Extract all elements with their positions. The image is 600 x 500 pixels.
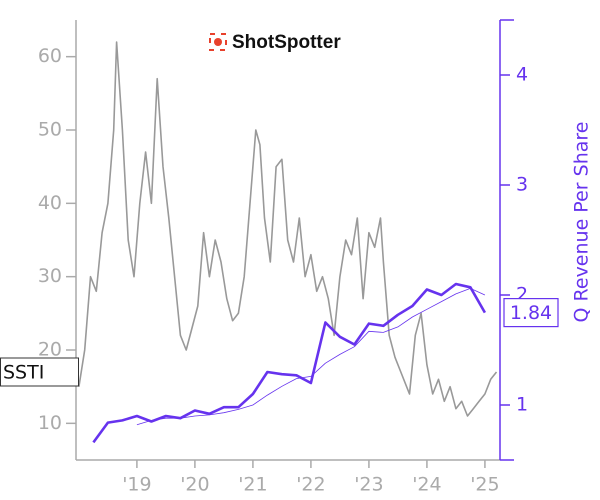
logo-text: ShotSpotter <box>232 32 341 53</box>
x-tick-label: '21 <box>238 474 267 496</box>
logo-dot <box>214 38 222 46</box>
y-tick-label: 30 <box>38 265 62 287</box>
ticker-label: SSTI <box>3 362 44 384</box>
x-tick-label: '19 <box>122 474 151 496</box>
series-line <box>78 41 498 417</box>
value-box <box>503 298 559 328</box>
y-tick-label: 40 <box>38 192 62 214</box>
y-tick-label: 20 <box>38 339 62 361</box>
y2-axis-label: Q Revenue Per Share <box>571 122 593 323</box>
y-tick-label: 60 <box>38 45 62 67</box>
x-tick-label: '24 <box>412 474 441 496</box>
x-tick-label: '25 <box>470 474 499 496</box>
x-tick-label: '23 <box>354 474 383 496</box>
series-line <box>92 282 487 444</box>
x-tick-label: '20 <box>180 474 209 496</box>
y2-tick-label: 1 <box>516 394 528 416</box>
y-tick-label: 50 <box>38 119 62 141</box>
series-line <box>136 288 486 426</box>
y2-tick-label: 4 <box>516 64 528 86</box>
logo-icon <box>209 33 227 51</box>
x-tick-label: '22 <box>296 474 325 496</box>
last-value-label: 1.84 <box>510 302 552 324</box>
y2-tick-label: 3 <box>516 174 528 196</box>
y-tick-label: 10 <box>38 412 62 434</box>
logo: ShotSpotter <box>209 32 341 53</box>
ticker-box <box>0 357 79 387</box>
